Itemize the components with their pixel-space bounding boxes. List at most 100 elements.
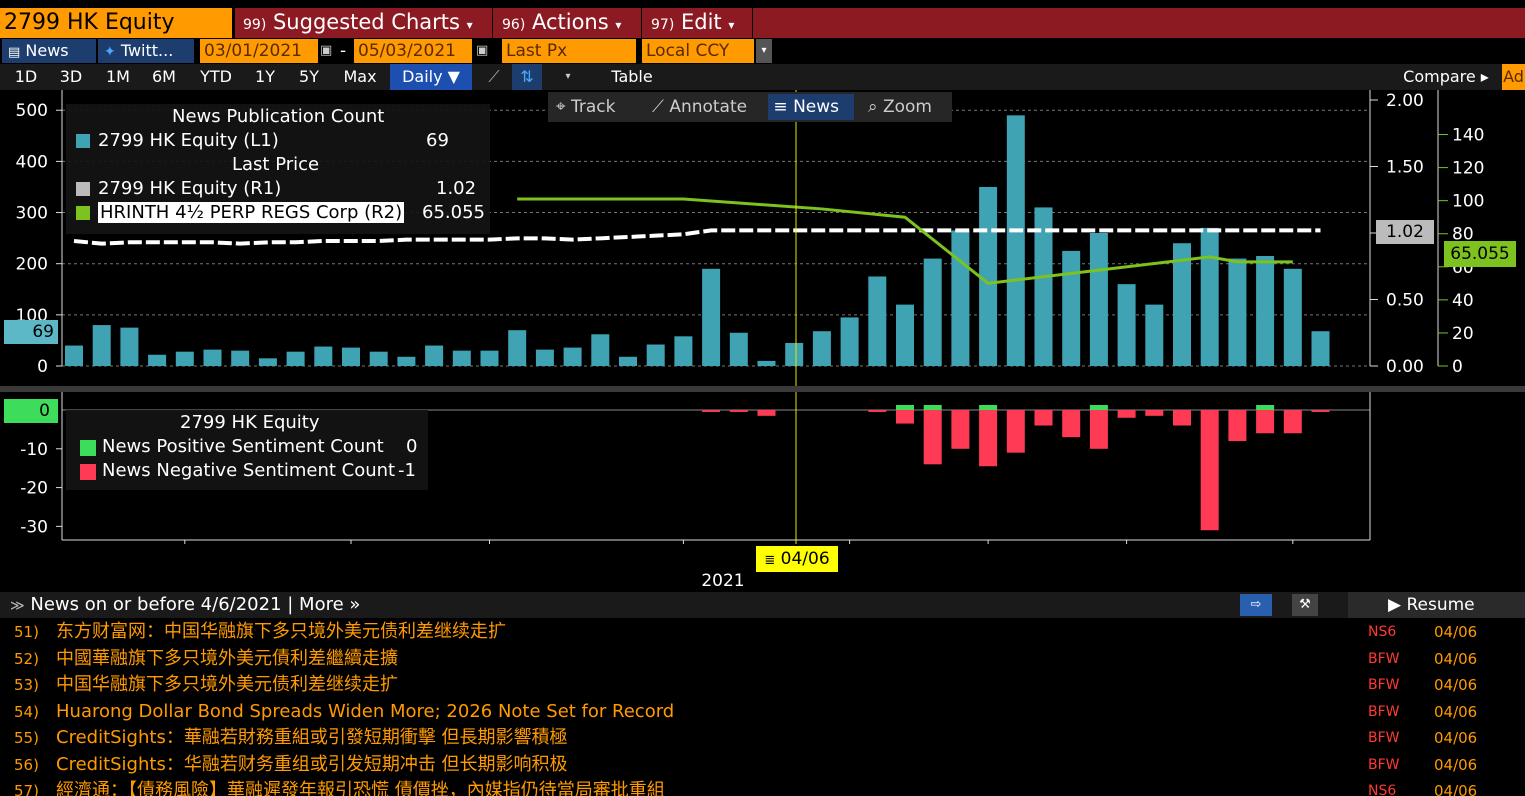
news-item[interactable]: 55) CreditSights：華融若財務重組或引發短期衝擊 但長期影響積極 BF… <box>0 725 1525 751</box>
news-source: BFW <box>1368 730 1400 746</box>
cursor-date-badge[interactable]: ≣ 04/06 <box>756 546 838 572</box>
actions-menu[interactable]: 96) Actions ▾ <box>496 8 642 38</box>
news-item[interactable]: 53) 中国华融旗下多只境外美元债利差继续走扩 BFW 04/06 <box>0 672 1525 698</box>
news-count-bar <box>148 354 167 366</box>
add-button[interactable]: Ad <box>1502 64 1525 90</box>
collapse-icon[interactable]: ≫ <box>10 598 25 614</box>
legend-series-bond: HRINTH 4½ PERP REGS Corp (R2) <box>98 202 405 223</box>
legend-value-bond: 65.055 <box>422 202 485 223</box>
period-3d[interactable]: 3D <box>59 67 83 86</box>
news-count-bar <box>757 360 776 366</box>
news-count-bar <box>591 334 610 366</box>
news-count-bar <box>674 336 693 366</box>
news-count-bar <box>729 332 748 366</box>
annotate-tool[interactable]: ⟋ Annotate <box>652 97 748 117</box>
calendar-icon[interactable]: ▣ <box>476 43 489 58</box>
left-tick-label: 0 <box>37 357 48 377</box>
news-list-icon: ≣ <box>764 553 776 568</box>
pane-splitter[interactable] <box>0 386 1525 392</box>
news-count-bar <box>896 304 914 366</box>
calendar-icon[interactable]: ▣ <box>320 43 333 58</box>
news-headline: 中国华融旗下多只境外美元债利差继续走扩 <box>56 674 398 695</box>
news-date: 04/06 <box>1434 702 1478 721</box>
ticker-field[interactable]: 2799 HK Equity <box>0 8 232 38</box>
left-tick-label: 500 <box>16 101 48 121</box>
news-count-bar <box>812 331 831 366</box>
legend-value-negative: -1 <box>398 460 416 481</box>
lower-legend: 2799 HK Equity News Positive Sentiment C… <box>66 410 428 490</box>
news-count-bar <box>535 349 554 366</box>
compare-button[interactable]: Compare ▸ <box>1403 67 1489 86</box>
news-number: 51) <box>14 623 39 641</box>
lower-bars <box>702 405 1330 531</box>
news-count-bar <box>1062 250 1081 366</box>
lower-chart[interactable]: -10-20-30 Mar 5Mar 15Mar 22Mar 31Apr 8Ap… <box>0 392 1525 544</box>
news-number: 52) <box>14 649 39 668</box>
chevron-down-icon[interactable]: ▾ <box>565 71 571 82</box>
news-item[interactable]: 57) 經濟通：【債務風險】華融遲發年報引恐慌 債價挫，內媒指仍待當局審批重組 NS… <box>0 778 1525 796</box>
edit-menu[interactable]: 97) Edit ▾ <box>645 8 753 38</box>
news-headline: 中國華融旗下多只境外美元債利差繼續走擴 <box>56 647 398 669</box>
r2-tick-label: 120 <box>1452 159 1484 179</box>
negative-sentiment-bar <box>1200 410 1219 531</box>
negative-sentiment-bar <box>1283 410 1302 434</box>
end-date-field[interactable]: 05/03/2021 <box>354 39 472 63</box>
twitter-button[interactable]: ✦ Twitt... <box>98 39 194 63</box>
news-icon: ▤ <box>8 45 21 60</box>
r2-tick-label: 0 <box>1452 357 1463 377</box>
news-count-bar <box>258 358 277 366</box>
field-selector[interactable]: Last Px <box>502 39 636 63</box>
track-tool[interactable]: ⌖ Track <box>556 97 616 117</box>
news-item[interactable]: 52) 中國華融旗下多只境外美元債利差繼續走擴 BFW 04/06 <box>0 646 1525 672</box>
period-1d[interactable]: 1D <box>14 67 38 86</box>
news-count-bar <box>65 345 83 366</box>
table-button[interactable]: Table <box>611 67 653 86</box>
news-number: 56) <box>14 755 39 774</box>
news-count-bar <box>425 345 444 366</box>
news-count-bar <box>1117 284 1136 366</box>
start-date-field[interactable]: 03/01/2021 <box>200 39 318 63</box>
suggested-charts-menu[interactable]: 99) Suggested Charts ▾ <box>237 8 493 38</box>
news-view-icon[interactable]: ⇨ <box>1240 594 1272 616</box>
period-ytd[interactable]: YTD <box>200 67 232 86</box>
news-tool[interactable]: ≡ News <box>768 94 854 120</box>
news-number: 57) <box>14 782 39 796</box>
chevron-down-icon[interactable]: ▾ <box>756 39 772 63</box>
positive-sentiment-bar <box>979 405 998 410</box>
settings-icon[interactable]: ⚒ <box>1292 594 1318 616</box>
r2-tick-label: 40 <box>1452 291 1474 311</box>
more-link[interactable]: More » <box>299 594 361 615</box>
period-5y[interactable]: 5Y <box>299 67 319 86</box>
news-count-bar <box>452 350 471 366</box>
negative-sentiment-bar <box>1173 410 1191 426</box>
legend-series-price: 2799 HK Equity (R1) <box>98 178 282 199</box>
news-count-bar <box>397 356 416 366</box>
line-chart-icon[interactable]: ⟋ <box>488 67 500 86</box>
news-count-bar <box>480 350 499 366</box>
period-1y[interactable]: 1Y <box>255 67 275 86</box>
news-item[interactable]: 51) 东方财富网：中国华融旗下多只境外美元债利差继续走扩 NS6 04/06 <box>0 619 1525 645</box>
left-tick-label: 400 <box>16 152 48 172</box>
upper-bars <box>65 115 1330 366</box>
chart-tools <box>548 92 952 122</box>
lower-axis-ticks: -10 -20 -30 <box>20 440 62 537</box>
r1-price-badge: 1.02 <box>1376 220 1434 244</box>
sort-icon[interactable]: ⇅ <box>512 64 542 90</box>
news-item[interactable]: 54) Huarong Dollar Bond Spreads Widen Mor… <box>0 699 1525 725</box>
positive-sentiment-bar <box>1256 405 1275 410</box>
period-max[interactable]: Max <box>343 67 377 86</box>
news-count-bar <box>951 230 970 366</box>
positive-sentiment-bar <box>1089 405 1108 410</box>
news-item[interactable]: 56) CreditSights：华融若财务重组或引发短期冲击 但长期影响积极 BF… <box>0 752 1525 778</box>
zoom-tool[interactable]: ⌕ Zoom <box>868 97 932 117</box>
frequency-dropdown[interactable]: Daily ▼ <box>390 64 472 90</box>
news-button[interactable]: ▤ News <box>2 39 96 63</box>
news-panel-title[interactable]: ≫ News on or before 4/6/2021 | More » <box>10 594 361 615</box>
resume-button[interactable]: ▶ Resume <box>1388 595 1475 615</box>
news-count-bar <box>120 327 139 366</box>
period-6m[interactable]: 6M <box>152 67 176 86</box>
news-date: 04/06 <box>1434 782 1478 796</box>
news-count-bar <box>1311 331 1330 366</box>
currency-selector[interactable]: Local CCY <box>642 39 754 63</box>
period-1m[interactable]: 1M <box>106 67 130 86</box>
